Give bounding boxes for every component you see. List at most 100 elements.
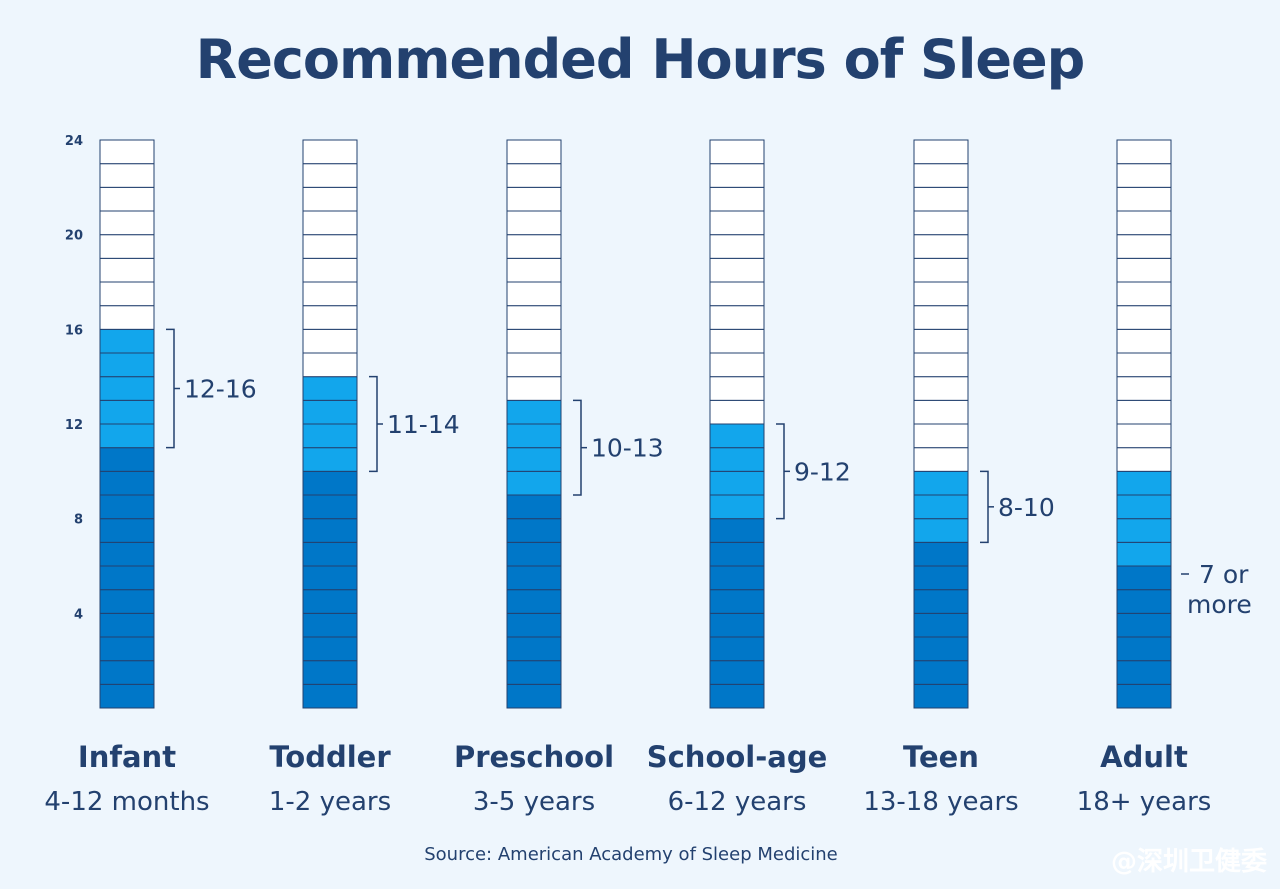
- bar-segment: [99, 139, 155, 165]
- bar-segment: [1116, 589, 1172, 614]
- bar-segment: [302, 186, 358, 212]
- bar-teen: 8-10: [913, 139, 1055, 709]
- bar-segment: [913, 612, 969, 638]
- bar-segment: [99, 565, 155, 591]
- category-labels: Infant 4-12 months Toddler 1-2 years Prescho…: [44, 740, 1211, 817]
- bar-segment: [99, 660, 155, 685]
- bar-segment: [1116, 518, 1172, 543]
- bar-segment: [302, 328, 358, 354]
- range-label: 11-14: [387, 410, 460, 439]
- bar-segment: [302, 210, 358, 236]
- bar-infant: 12-16: [99, 139, 257, 709]
- bar-segment: [302, 565, 358, 591]
- bar-segment: [302, 447, 358, 472]
- bar-segment: [99, 352, 155, 378]
- bar-segment: [709, 541, 765, 567]
- bar-segment: [913, 281, 969, 307]
- bar-segment: [1116, 541, 1172, 567]
- bar-segment: [709, 518, 765, 543]
- bar-segment: [709, 234, 765, 259]
- bar-segment: [709, 186, 765, 212]
- range-label: 7 or: [1199, 560, 1249, 589]
- bar-segment: [1116, 328, 1172, 354]
- bar-segment: [506, 494, 562, 520]
- bar-segment: [913, 234, 969, 259]
- bar-segment: [1116, 281, 1172, 307]
- bar-segment: [99, 683, 155, 709]
- bar-segment: [913, 210, 969, 236]
- bar-segment: [913, 305, 969, 330]
- bar-segment: [99, 234, 155, 259]
- bar-segment: [99, 186, 155, 212]
- bar-segment: [1116, 257, 1172, 283]
- bar-segment: [99, 612, 155, 638]
- category-sublabel: 13-18 years: [863, 787, 1018, 817]
- bar-segment: [709, 636, 765, 662]
- bar-segment: [709, 683, 765, 709]
- bar-segment: [913, 139, 969, 165]
- bar-segment: [913, 352, 969, 378]
- bar-segment: [709, 612, 765, 638]
- category-label: Toddler: [269, 740, 391, 774]
- bar-segment: [506, 305, 562, 330]
- bar-segment: [709, 257, 765, 283]
- category-label: Adult: [1100, 740, 1188, 774]
- bar-segment: [506, 541, 562, 567]
- category-sublabel: 18+ years: [1077, 787, 1212, 817]
- bar-segment: [302, 541, 358, 567]
- bar-segment: [709, 305, 765, 330]
- bar-segment: [302, 376, 358, 401]
- bar-toddler: 11-14: [302, 139, 460, 709]
- bar-segment: [1116, 210, 1172, 236]
- bar-segment: [506, 257, 562, 283]
- bar-school-age: 9-12: [709, 139, 851, 709]
- bar-segment: [99, 163, 155, 188]
- bar-segment: [506, 423, 562, 449]
- bar-segment: [1116, 447, 1172, 472]
- range-bracket: [166, 328, 175, 449]
- bar-segment: [99, 305, 155, 330]
- y-tick-label: 12: [65, 418, 83, 433]
- bar-segment: [913, 636, 969, 662]
- bar-segment: [709, 210, 765, 236]
- bar-segment: [302, 683, 358, 709]
- bar-segment: [709, 589, 765, 614]
- bar-segment: [302, 612, 358, 638]
- bar-segment: [709, 470, 765, 496]
- y-axis: 4 8 12 16 20 24: [65, 134, 83, 622]
- bar-segment: [913, 589, 969, 614]
- bar-segment: [302, 305, 358, 330]
- range-bracket: [369, 375, 378, 473]
- bar-segment: [709, 281, 765, 307]
- bar-segment: [99, 541, 155, 567]
- bar-segment: [99, 399, 155, 425]
- bar-segment: [913, 470, 969, 496]
- bar-segment: [506, 399, 562, 425]
- range-label: 9-12: [794, 457, 851, 486]
- range-bracket: [573, 399, 582, 496]
- bar-segment: [913, 163, 969, 188]
- bar-segment: [506, 660, 562, 685]
- bar-segment: [709, 494, 765, 520]
- bar-segment: [506, 683, 562, 709]
- bar-segment: [1116, 234, 1172, 259]
- category-sublabel: 4-12 months: [44, 787, 209, 817]
- category-sublabel: 6-12 years: [668, 787, 807, 817]
- category-label: Preschool: [454, 740, 614, 774]
- bar-segment: [506, 186, 562, 212]
- range-label: 12-16: [184, 375, 257, 404]
- bar-segment: [913, 447, 969, 472]
- bar-segment: [506, 139, 562, 165]
- category-sublabel: 3-5 years: [473, 787, 595, 817]
- bar-segment: [99, 589, 155, 614]
- bar-segment: [302, 139, 358, 165]
- bar-segment: [709, 660, 765, 685]
- bar-segment: [1116, 636, 1172, 662]
- bar-segment: [302, 234, 358, 259]
- bar-segment: [99, 423, 155, 449]
- bar-segment: [913, 541, 969, 567]
- y-tick-label: 20: [65, 229, 83, 244]
- bar-segment: [506, 281, 562, 307]
- bar-segment: [99, 328, 155, 354]
